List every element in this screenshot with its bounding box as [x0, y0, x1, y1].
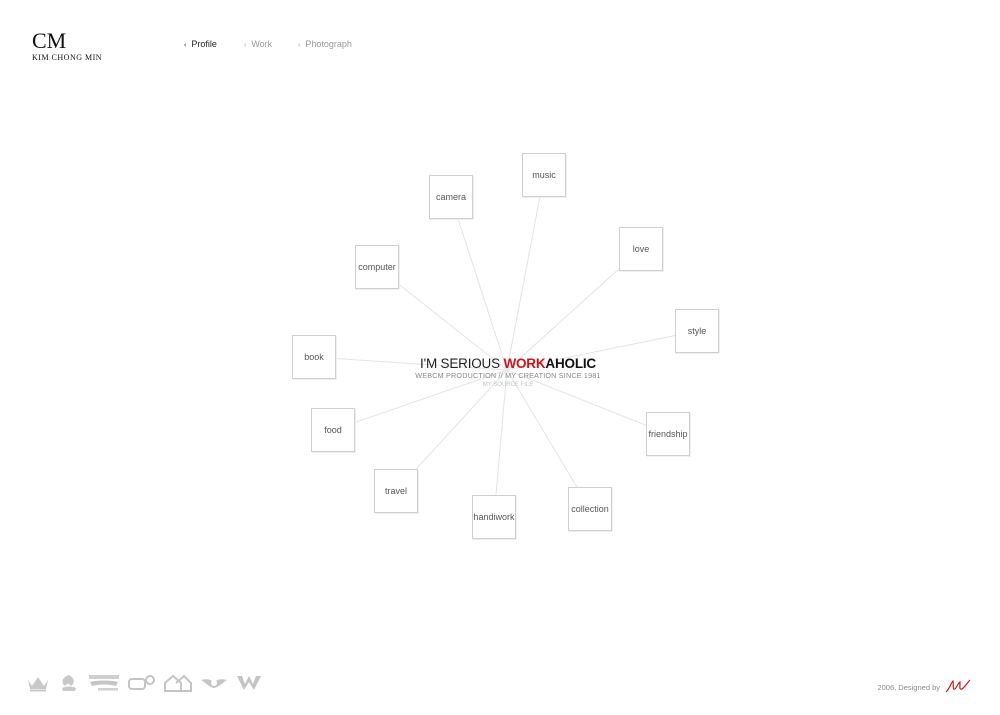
left-arrow-icon: ‹	[184, 42, 187, 49]
topic-node-collection[interactable]: collection	[568, 487, 612, 531]
subtitle: WEBCM PRODUCTION // MY CREATION SINCE 19…	[415, 371, 601, 380]
topic-label: food	[324, 425, 342, 435]
topic-label: friendship	[648, 429, 688, 439]
topic-label: camera	[435, 192, 466, 202]
nominate-award-icon[interactable]	[88, 674, 120, 692]
topic-label: collection	[571, 504, 609, 514]
hub-title: I'M SERIOUS WORKAHOLIC WEBCM PRODUCTION …	[408, 356, 608, 388]
spoke-line	[506, 369, 669, 435]
footer-credit: 2006, Designed by	[877, 678, 972, 696]
spoke-line	[332, 369, 508, 431]
nav-item-profile[interactable]: ‹ Profile	[184, 39, 217, 49]
nav-label: Photograph	[305, 39, 352, 49]
w-award-icon[interactable]	[236, 674, 262, 692]
logo-name: KIM CHONG MIN	[32, 53, 103, 62]
topic-label: travel	[384, 486, 407, 496]
web-award-icon[interactable]	[128, 674, 156, 692]
credit-text: 2006, Designed by	[877, 682, 940, 692]
spoke-line	[450, 196, 508, 371]
topic-node-book[interactable]: book	[292, 335, 336, 379]
topic-node-camera[interactable]: camera	[429, 175, 473, 219]
topic-node-computer[interactable]: computer	[355, 245, 399, 289]
spoke-line	[506, 174, 545, 371]
topic-node-style[interactable]: style	[675, 309, 719, 353]
topic-label: handiwork	[473, 512, 515, 522]
topic-node-love[interactable]: love	[619, 227, 663, 271]
topic-label: music	[532, 170, 556, 180]
site-logo[interactable]: CM KIM CHONG MIN	[32, 28, 103, 63]
topic-label: book	[304, 352, 324, 362]
topic-node-handiwork[interactable]: handiwork	[472, 495, 516, 539]
award-icons	[26, 674, 270, 692]
topic-node-music[interactable]: music	[522, 153, 566, 197]
topic-label: love	[632, 244, 650, 254]
topic-node-travel[interactable]: travel	[374, 469, 418, 513]
headline-accent: WORK	[503, 356, 546, 371]
nav-item-work[interactable]: ‹ Work	[244, 39, 272, 49]
topic-node-friendship[interactable]: friendship	[646, 412, 690, 456]
spoke-line	[506, 248, 642, 371]
source-file-link[interactable]: MY SOURCE FILE	[482, 382, 534, 388]
spoke-line	[506, 330, 698, 371]
headline: I'M SERIOUS WORKAHOLIC	[408, 356, 608, 371]
headline-bold: AHOLIC	[545, 356, 596, 371]
logo-mark: CM	[32, 28, 67, 53]
topic-label: style	[687, 326, 707, 336]
spoke-line	[493, 369, 508, 518]
spoke-line	[313, 356, 508, 371]
left-arrow-icon: ‹	[298, 42, 301, 49]
signature-logo-icon[interactable]	[944, 678, 972, 696]
nav-item-photograph[interactable]: ‹ Photograph	[298, 39, 352, 49]
headline-plain: I'M SERIOUS	[420, 356, 504, 371]
house-award-icon[interactable]	[164, 674, 192, 692]
spoke-line	[506, 369, 591, 510]
leaf-award-icon[interactable]	[58, 674, 80, 692]
crown-icon[interactable]	[26, 674, 50, 692]
topic-label: computer	[358, 262, 396, 272]
wings-award-icon[interactable]	[200, 674, 228, 692]
nav-label: Work	[251, 39, 273, 49]
nav-label: Profile	[191, 39, 217, 49]
left-arrow-icon: ‹	[244, 42, 247, 49]
topic-node-food[interactable]: food	[311, 408, 355, 452]
